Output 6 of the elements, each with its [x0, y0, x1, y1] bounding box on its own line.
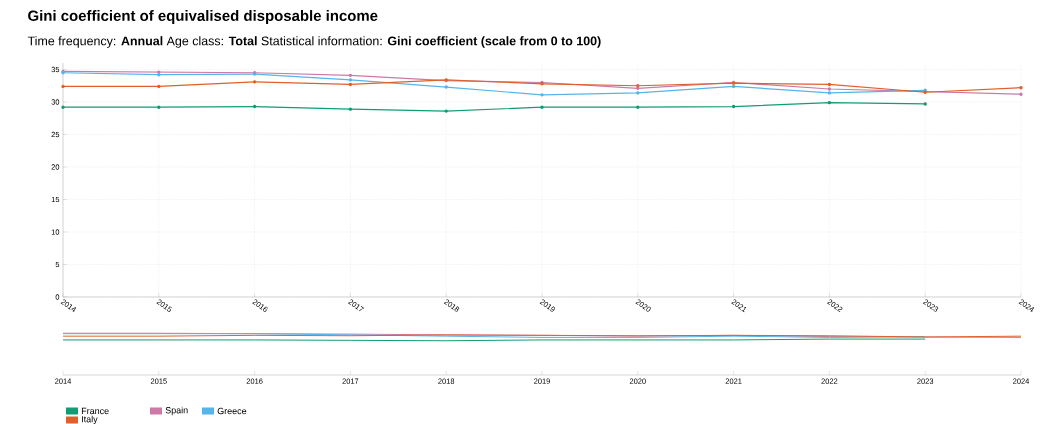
chart-title: Gini coefficient of equivalised disposable income	[28, 9, 378, 24]
legend-label: Greece	[217, 407, 247, 415]
legend-label: Spain	[165, 406, 188, 416]
legend-label: France	[81, 407, 109, 415]
chart-subtitle: Time frequency: Annual Age class: Total Statistical information: Gini coefficient (scale from 0 to 100)	[27, 36, 601, 48]
legend-label: Italy	[82, 415, 98, 424]
